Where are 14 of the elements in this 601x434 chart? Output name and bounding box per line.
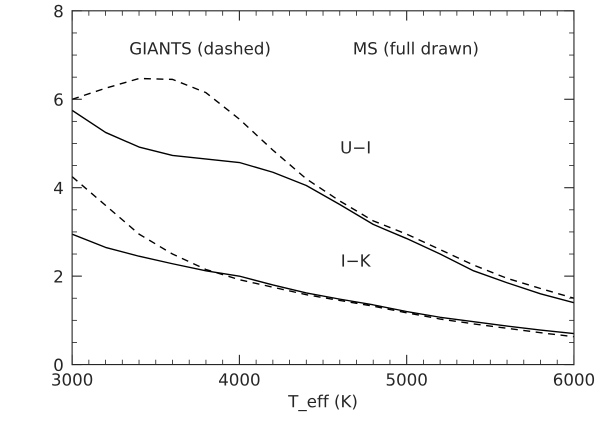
annotation: GIANTS (dashed) bbox=[130, 42, 270, 57]
x-tick-label: 6000 bbox=[554, 373, 594, 386]
y-tick-label: 0 bbox=[54, 358, 63, 372]
y-tick-label: 8 bbox=[54, 4, 63, 18]
y-tick-label: 6 bbox=[54, 93, 63, 106]
x-tick-label: 4000 bbox=[219, 373, 260, 386]
x-tick-label: 5000 bbox=[386, 373, 427, 386]
annotation: U−I bbox=[342, 141, 370, 154]
x-tick-label: 3000 bbox=[52, 373, 92, 386]
annotation: I−K bbox=[342, 254, 371, 267]
y-tick-label: 4 bbox=[54, 182, 63, 194]
x-axis-title: T_eff (K) bbox=[288, 394, 356, 412]
y-tick-label: 2 bbox=[54, 270, 62, 282]
annotation: MS (full drawn) bbox=[354, 42, 478, 57]
